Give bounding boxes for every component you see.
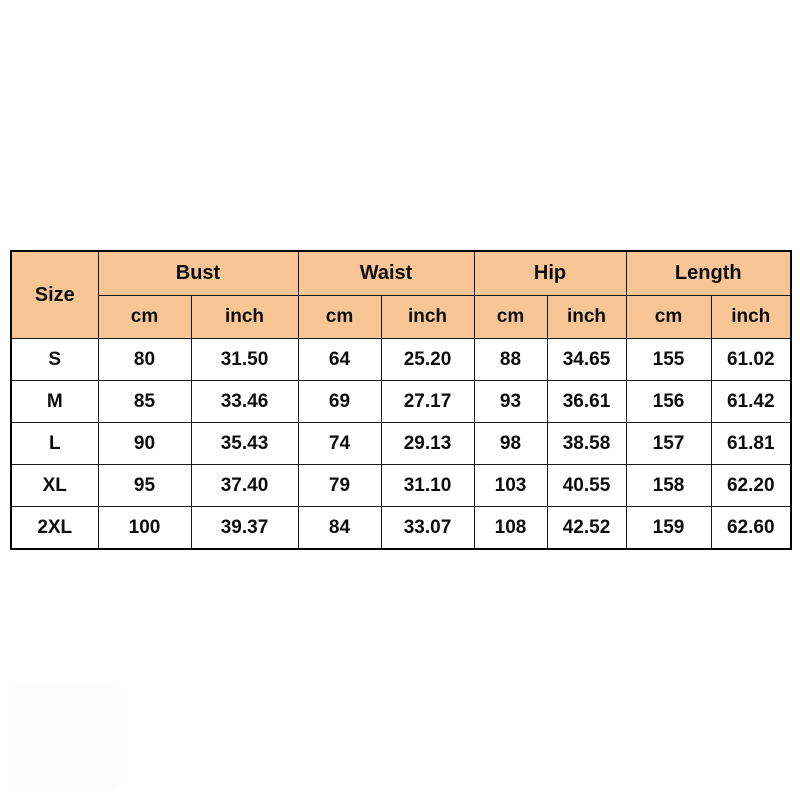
table-cell: 90 (97, 422, 192, 465)
table-cell: 36.61 (546, 380, 627, 423)
table-cell: 98 (473, 422, 548, 465)
table-cell: 95 (97, 464, 192, 507)
table-cell: 42.52 (546, 506, 627, 550)
table-cell: 84 (297, 506, 382, 550)
table-cell: 62.60 (710, 506, 792, 550)
table-cell: 100 (97, 506, 192, 550)
table-cell: 156 (625, 380, 712, 423)
table-cell: 62.20 (710, 464, 792, 507)
column-group-length: Length (625, 250, 792, 296)
table-cell: 61.81 (710, 422, 792, 465)
table-cell: 155 (625, 338, 712, 381)
table-cell: 34.65 (546, 338, 627, 381)
table-cell: 108 (473, 506, 548, 550)
table-cell: 158 (625, 464, 712, 507)
table-cell: 69 (297, 380, 382, 423)
table-cell: 39.37 (190, 506, 299, 550)
table-row-2xl: 2XL 100 39.37 84 33.07 108 42.52 159 62.… (10, 506, 792, 550)
table-cell: 157 (625, 422, 712, 465)
size-label: L (10, 422, 99, 465)
table-cell: 25.20 (380, 338, 475, 381)
table-cell: 37.40 (190, 464, 299, 507)
table-cell: 74 (297, 422, 382, 465)
table-cell: 29.13 (380, 422, 475, 465)
table-row-s: S 80 31.50 64 25.20 88 34.65 155 61.02 (10, 338, 792, 381)
unit-header-bust-inch: inch (190, 295, 299, 339)
column-group-waist: Waist (297, 250, 475, 296)
table-row-xl: XL 95 37.40 79 31.10 103 40.55 158 62.20 (10, 464, 792, 507)
table-cell: 33.07 (380, 506, 475, 550)
table-cell: 93 (473, 380, 548, 423)
table-cell: 35.43 (190, 422, 299, 465)
unit-header-length-inch: inch (710, 295, 792, 339)
unit-header-waist-inch: inch (380, 295, 475, 339)
header-group-row: Size Bust Waist Hip Length (10, 250, 792, 339)
unit-header-waist-cm: cm (297, 295, 382, 339)
table-cell: 85 (97, 380, 192, 423)
unit-header-length-cm: cm (625, 295, 712, 339)
table-cell: 103 (473, 464, 548, 507)
size-label: M (10, 380, 99, 423)
table-cell: 61.42 (710, 380, 792, 423)
table-cell: 27.17 (380, 380, 475, 423)
size-label: 2XL (10, 506, 99, 550)
column-group-hip: Hip (473, 250, 627, 296)
table-cell: 159 (625, 506, 712, 550)
table-cell: 33.46 (190, 380, 299, 423)
table-row-l: L 90 35.43 74 29.13 98 38.58 157 61.81 (10, 422, 792, 465)
column-group-bust: Bust (97, 250, 299, 296)
table-row-m: M 85 33.46 69 27.17 93 36.61 156 61.42 (10, 380, 792, 423)
size-label: XL (10, 464, 99, 507)
table-cell: 31.10 (380, 464, 475, 507)
table-cell: 79 (297, 464, 382, 507)
faint-watermark (8, 684, 122, 792)
size-label: S (10, 338, 99, 381)
table-cell: 31.50 (190, 338, 299, 381)
column-header-size: Size (10, 250, 99, 339)
table-cell: 61.02 (710, 338, 792, 381)
unit-header-bust-cm: cm (97, 295, 192, 339)
header-unit-row: cm inch cm inch cm inch cm inch (11, 295, 792, 339)
size-chart-table: Size Bust Waist Hip Length cm inch cm in… (10, 250, 792, 550)
table-cell: 88 (473, 338, 548, 381)
unit-header-hip-cm: cm (473, 295, 548, 339)
table-cell: 80 (97, 338, 192, 381)
table-cell: 64 (297, 338, 382, 381)
table-cell: 40.55 (546, 464, 627, 507)
table-cell: 38.58 (546, 422, 627, 465)
unit-header-hip-inch: inch (546, 295, 627, 339)
